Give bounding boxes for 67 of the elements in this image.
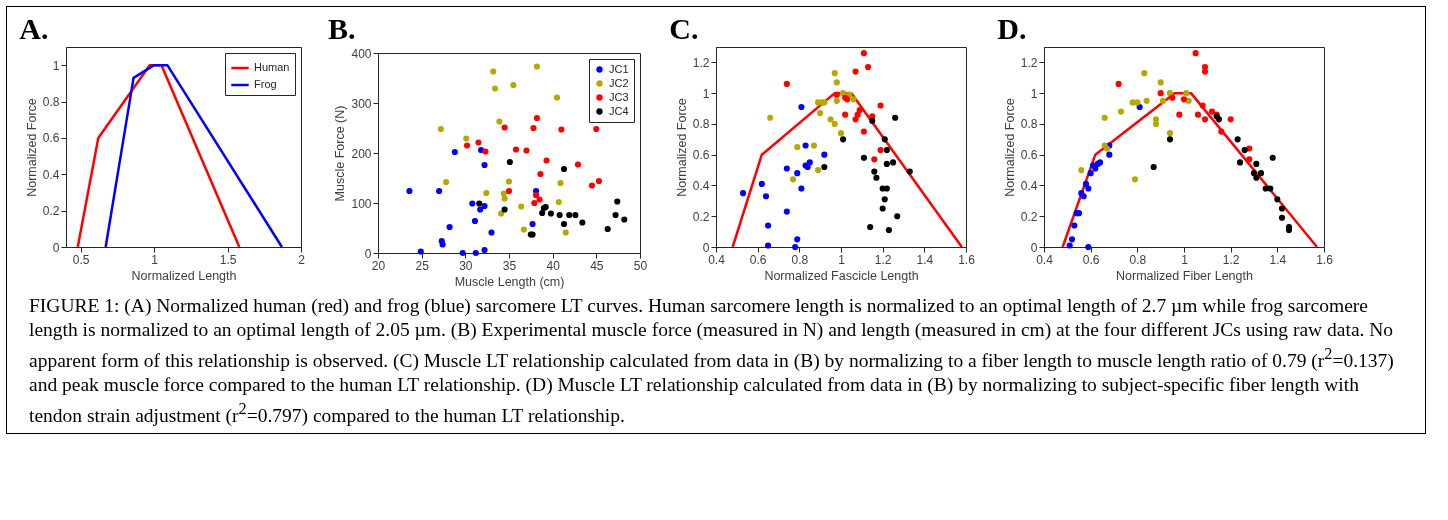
x-tick-label: 25: [415, 258, 430, 273]
x-tick-label: 0.6: [749, 252, 767, 267]
y-tick-label: 0.2: [42, 204, 60, 219]
y-tick-label: 0.8: [692, 117, 710, 132]
x-tick-label: 45: [590, 258, 604, 273]
y-tick-label: 0.2: [1020, 209, 1038, 224]
x-axis-title: Normalized Fascicle Length: [764, 268, 919, 283]
x-tick-label: 40: [546, 258, 561, 273]
x-tick-label: 2: [298, 252, 306, 267]
x-tick-label: 50: [633, 258, 648, 273]
x-tick-label: 1.6: [1316, 252, 1334, 267]
x-tick-label: 30: [459, 258, 473, 273]
y-axis-title: Normalized Force: [1002, 98, 1017, 197]
x-tick-label: 1.2: [874, 252, 892, 267]
y-tick-label: 0.8: [1020, 117, 1038, 132]
y-axis-title: Muscle Force (N): [333, 105, 348, 202]
y-axis-title: Normalized Force: [674, 98, 689, 197]
chart-title: D.: [997, 12, 1027, 45]
x-tick-label: 1.2: [1222, 252, 1240, 267]
x-tick-label: 1: [838, 252, 846, 267]
y-tick-label: 0.6: [1020, 148, 1038, 163]
y-tick-label: 0: [1030, 240, 1038, 255]
x-tick-label: 0.8: [791, 252, 809, 267]
y-tick-label: 0.6: [42, 131, 60, 146]
y-tick-label: 0: [364, 246, 372, 261]
y-tick-label: 100: [351, 196, 372, 211]
legend-label: JC2: [609, 76, 629, 89]
y-tick-label: 0.2: [692, 209, 710, 224]
y-tick-label: 0.8: [42, 95, 60, 110]
y-tick-label: 1: [1030, 86, 1038, 101]
y-tick-label: 1: [52, 58, 60, 73]
chart-title: A.: [19, 12, 49, 45]
y-tick-label: 400: [351, 46, 372, 61]
x-tick-label: 1: [1181, 252, 1189, 267]
x-tick-label: 1.4: [1269, 252, 1287, 267]
legend-label: JC4: [609, 104, 629, 117]
x-axis-title: Muscle Length (cm): [454, 274, 565, 289]
x-tick-label: 1.6: [958, 252, 976, 267]
chart-title: B.: [327, 12, 356, 45]
x-axis-title: Normalized Length: [131, 268, 237, 283]
y-tick-label: 0.4: [1020, 178, 1038, 193]
x-tick-label: 1.4: [916, 252, 934, 267]
y-tick-label: 1.2: [1020, 55, 1038, 70]
x-tick-label: 35: [502, 258, 517, 273]
x-tick-label: 0.5: [72, 252, 90, 267]
x-axis-title: Normalized Fiber Length: [1116, 268, 1253, 283]
legend-label: Human: [254, 61, 290, 73]
x-tick-label: 0.6: [1082, 252, 1100, 267]
legend-label: JC3: [609, 90, 629, 103]
y-axis-title: Normalized Force: [24, 98, 39, 197]
x-tick-label: 1: [151, 252, 159, 267]
y-tick-label: 0.4: [692, 178, 710, 193]
x-tick-label: 0.8: [1129, 252, 1147, 267]
y-tick-label: 200: [351, 146, 372, 161]
x-tick-label: 1.5: [219, 252, 237, 267]
legend-label: Frog: [254, 78, 277, 90]
y-tick-label: 0: [52, 240, 60, 255]
x-tick-label: 20: [371, 258, 386, 273]
y-tick-label: 1: [702, 86, 710, 101]
y-tick-label: 1.2: [692, 55, 710, 70]
y-tick-label: 0.4: [42, 167, 60, 182]
y-tick-label: 0: [702, 240, 710, 255]
text: FIGURE 1: (A) Normalized human (red) and frog (blue) sarcomere LT curves. Human sarcomere length is normalized to an optimal length of 2.7 µm while frog sarcomere length is normalized to an optimal length of 2.05 µm. (B) Experimental muscle force (measured in N) and length (measured in cm) at the four different JCs using raw data. No apparent form of this relationship is observed. (C) Muscle LT relationship calculated from data in (B) by normalizing to a fiber length to muscle length ratio of 0.79 (r$^{2}$=0.137) and peak muscle force compared to the human LT relationship. (D) Muscle LT relationship calculated from data in (B) by normalizing to subject-specific fiber length with tendon strain adjustment (r$^{2}$=0.797) compared to the human LT relationship.: [29, 295, 1394, 425]
y-tick-label: 300: [351, 96, 372, 111]
y-tick-label: 0.6: [692, 148, 710, 163]
chart-title: C.: [669, 12, 699, 45]
legend-label: JC1: [609, 62, 629, 75]
